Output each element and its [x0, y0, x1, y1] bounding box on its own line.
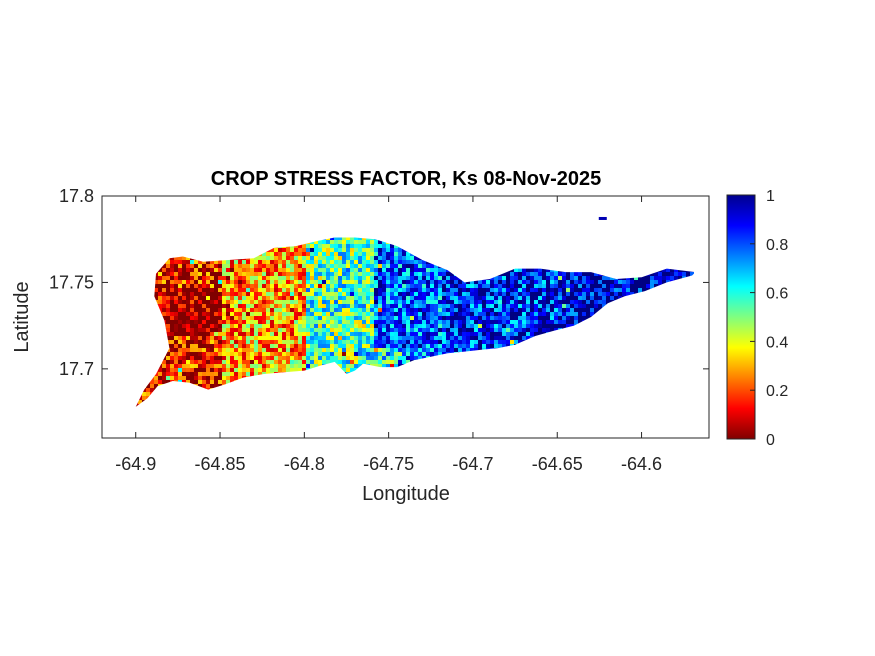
- x-tick-label: -64.7: [452, 454, 493, 474]
- chart-title: CROP STRESS FACTOR, Ks 08-Nov-2025: [211, 168, 602, 190]
- x-tick-label: -64.9: [115, 454, 156, 474]
- x-tick-label: -64.6: [621, 454, 662, 474]
- x-axis-ticks: -64.9 -64.85 -64.8 -64.75 -64.7 -64.65 -64.6: [115, 196, 662, 474]
- colorbar-tick-label: 0.4: [766, 334, 788, 351]
- x-tick-label: -64.75: [363, 454, 414, 474]
- outlier-pixels: [598, 216, 607, 220]
- x-tick-label: -64.8: [284, 454, 325, 474]
- y-axis-label: Latitude: [11, 281, 33, 352]
- x-axis-label: Longitude: [362, 483, 450, 505]
- y-tick-label: 17.8: [59, 186, 94, 206]
- colorbar-tick-label: 0.2: [766, 383, 788, 400]
- x-tick-label: -64.65: [532, 454, 583, 474]
- colorbar-tick-label: 0.6: [766, 286, 788, 303]
- y-tick-label: 17.75: [49, 272, 94, 292]
- colorbar: [726, 194, 756, 440]
- ks-raster: [135, 237, 694, 407]
- colorbar-ticks: 0 0.2 0.4 0.6 0.8 1: [750, 188, 788, 449]
- colorbar-tick-label: 0: [766, 432, 775, 449]
- outlier-pixel: [598, 216, 607, 220]
- y-axis-ticks: 17.7 17.75 17.8: [49, 186, 709, 379]
- y-tick-label: 17.7: [59, 359, 94, 379]
- plot-area-frame: [101, 195, 710, 439]
- colorbar-tick-label: 1: [766, 188, 775, 205]
- colorbar-tick-label: 0.8: [766, 237, 788, 254]
- x-tick-label: -64.85: [195, 454, 246, 474]
